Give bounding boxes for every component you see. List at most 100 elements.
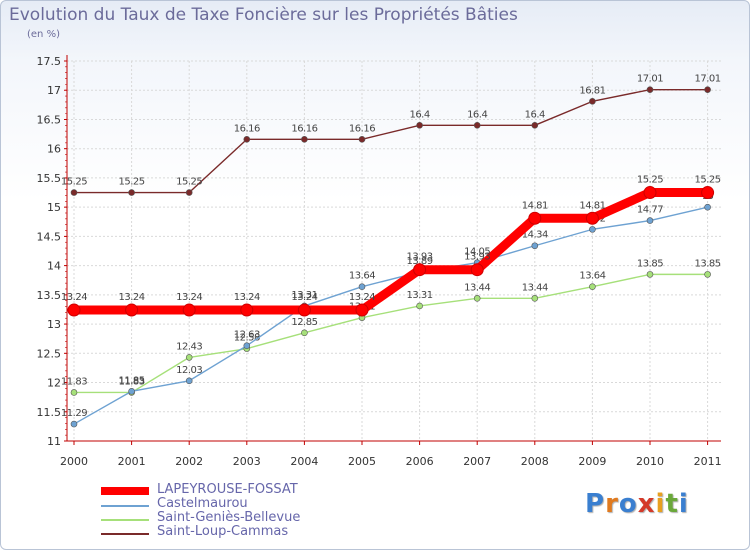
data-point (646, 217, 654, 224)
data-point (185, 377, 193, 385)
data-point (643, 186, 657, 200)
data-point (589, 226, 596, 233)
data-point (704, 203, 711, 211)
y-tick-label: 12 (47, 377, 61, 390)
data-label: 16.4 (525, 109, 545, 120)
legend-label: LAPEYROUSE-FOSSAT (157, 482, 298, 497)
series-line (74, 88, 708, 194)
x-tick-label: 2011 (694, 455, 722, 468)
data-point (473, 122, 481, 129)
x-tick-label: 2001 (118, 455, 146, 468)
data-point (531, 122, 539, 129)
data-label: 13.24 (176, 292, 202, 303)
data-label: 14.05 (464, 247, 490, 258)
data-label: 15.25 (61, 177, 87, 188)
data-label: 13.64 (349, 271, 375, 282)
legend-label: Castelmaurou (157, 496, 248, 511)
data-point (589, 283, 596, 290)
data-point (528, 211, 542, 225)
chart-subtitle: (en %) (27, 29, 60, 40)
data-point (416, 302, 423, 310)
data-label: 11.83 (61, 376, 87, 387)
data-point (646, 271, 654, 278)
data-point (70, 389, 78, 396)
data-point (128, 388, 135, 395)
logo-letter: i (678, 489, 689, 519)
data-point (585, 211, 599, 225)
y-tick-label: 15 (47, 201, 61, 214)
y-tick-label: 11 (47, 435, 61, 448)
data-point (185, 354, 193, 361)
data-label: 13.24 (61, 292, 87, 303)
x-tick-label: 2005 (348, 455, 376, 468)
legend: LAPEYROUSE-FOSSAT Castelmaurou Saint-Gen… (101, 482, 431, 541)
data-point (70, 189, 78, 196)
data-point (701, 186, 715, 200)
data-point (589, 98, 596, 105)
legend-swatch (101, 487, 149, 495)
x-tick-label: 2002 (175, 455, 203, 468)
data-label: 12.85 (291, 317, 317, 328)
logo-letter: r (605, 489, 619, 519)
x-tick-label: 2000 (60, 455, 88, 468)
data-point (125, 303, 139, 317)
data-point (416, 122, 423, 129)
data-point (413, 263, 427, 277)
data-label: 11.29 (61, 408, 87, 419)
data-label: 17.01 (695, 74, 721, 85)
x-tick-label: 2004 (290, 455, 318, 468)
data-label: 16.4 (467, 109, 487, 120)
series-line (73, 206, 708, 425)
logo-letter: P (585, 489, 606, 519)
legend-swatch (101, 519, 149, 521)
y-tick-label: 16 (47, 143, 61, 156)
data-label: 15.25 (119, 177, 145, 188)
data-point (240, 303, 254, 317)
data-label: 13.44 (522, 282, 548, 293)
data-label: 13.93 (407, 252, 433, 263)
legend-item: Castelmaurou (101, 496, 431, 513)
legend-swatch (101, 505, 149, 507)
y-tick-label: 15.5 (37, 172, 62, 185)
data-label: 11.85 (119, 375, 145, 386)
series-line (74, 188, 708, 315)
x-tick-label: 2010 (636, 455, 664, 468)
y-tick-label: 13 (47, 318, 61, 331)
data-label: 12.58 (234, 333, 260, 344)
logo-letter: x (637, 489, 656, 519)
data-label: 13.31 (291, 290, 317, 301)
data-point (704, 271, 711, 278)
data-label: 16.16 (349, 123, 375, 134)
data-label: 13.24 (349, 292, 375, 303)
y-tick-label: 11.5 (37, 406, 62, 419)
data-point (243, 342, 251, 350)
data-label: 13.89 (407, 256, 433, 267)
data-label: 16.4 (409, 109, 429, 120)
y-tick-label: 17 (47, 84, 61, 97)
chart-title: Evolution du Taux de Taxe Foncière sur l… (9, 5, 518, 25)
legend-item: Saint-Loup-Cammas (101, 524, 431, 541)
data-point (185, 189, 193, 196)
data-label: 14.77 (637, 205, 663, 216)
logo-letter: i (655, 489, 666, 519)
logo-letter: o (618, 489, 638, 519)
data-label: 13.85 (695, 258, 721, 269)
y-tick-label: 14.5 (37, 230, 62, 243)
x-tick-label: 2007 (463, 455, 491, 468)
y-tick-label: 12.5 (37, 347, 62, 360)
x-tick-label: 2003 (233, 455, 261, 468)
data-label: 14.81 (579, 200, 605, 211)
data-label: 12.03 (176, 365, 202, 376)
data-point (470, 263, 484, 277)
data-point (646, 86, 654, 93)
data-label: 14.81 (522, 200, 548, 211)
y-tick-label: 16.5 (37, 113, 62, 126)
legend-label: Saint-Geniès-Bellevue (157, 510, 301, 525)
legend-item: Saint-Geniès-Bellevue (101, 510, 431, 527)
data-label: 13.24 (119, 292, 145, 303)
y-tick-label: 13.5 (37, 289, 62, 302)
legend-item: LAPEYROUSE-FOSSAT (101, 482, 431, 499)
data-label: 12.63 (234, 330, 260, 341)
data-label: 13.44 (464, 282, 490, 293)
